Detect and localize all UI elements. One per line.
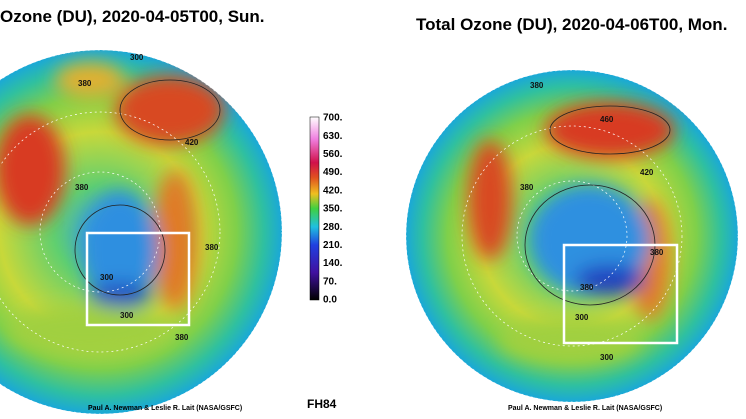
colorbar-label: 0.0 (323, 295, 337, 306)
contour-label: 300 (130, 53, 144, 62)
colorbar-label: 560. (323, 149, 343, 160)
contour-label: 420 (640, 168, 654, 177)
colorbar-label: 70. (323, 276, 337, 287)
contour-label: 300 (600, 353, 614, 362)
contour-label: 300 (575, 313, 589, 322)
ozone-map-right (406, 70, 738, 402)
colorbar-label: 350. (323, 204, 343, 215)
contour-label: 420 (185, 138, 199, 147)
contour-label: 300 (120, 311, 134, 320)
contour-label: 380 (175, 333, 189, 342)
contour-label: 380 (75, 183, 89, 192)
colorbar-label: 280. (323, 222, 343, 233)
forecast-hour: FH84 (307, 397, 337, 411)
contour-label: 380 (205, 243, 219, 252)
contour-label: 300 (100, 273, 114, 282)
contour-label: 460 (600, 115, 614, 124)
colorbar-label: 140. (323, 258, 343, 269)
credit: Paul A. Newman & Leslie R. Lait (NASA/GS… (508, 405, 662, 412)
contour-label: 380 (650, 248, 664, 257)
contour-label: 380 (530, 81, 544, 90)
contour-label: 380 (78, 79, 92, 88)
credit: Paul A. Newman & Leslie R. Lait (NASA/GS… (88, 405, 242, 412)
colorbar-label: 630. (323, 131, 343, 142)
map-title: Total Ozone (DU), 2020-04-06T00, Mon. (416, 15, 727, 34)
contour-label: 380 (520, 183, 534, 192)
map-title: Ozone (DU), 2020-04-05T00, Sun. (0, 7, 265, 26)
colorbar (309, 116, 320, 301)
colorbar-label: 490. (323, 167, 343, 178)
contour-label: 380 (580, 283, 594, 292)
colorbar-label: 700. (323, 113, 343, 124)
colorbar-label: 420. (323, 185, 343, 196)
colorbar-label: 210. (323, 240, 343, 251)
ozone-map-left (0, 50, 282, 414)
